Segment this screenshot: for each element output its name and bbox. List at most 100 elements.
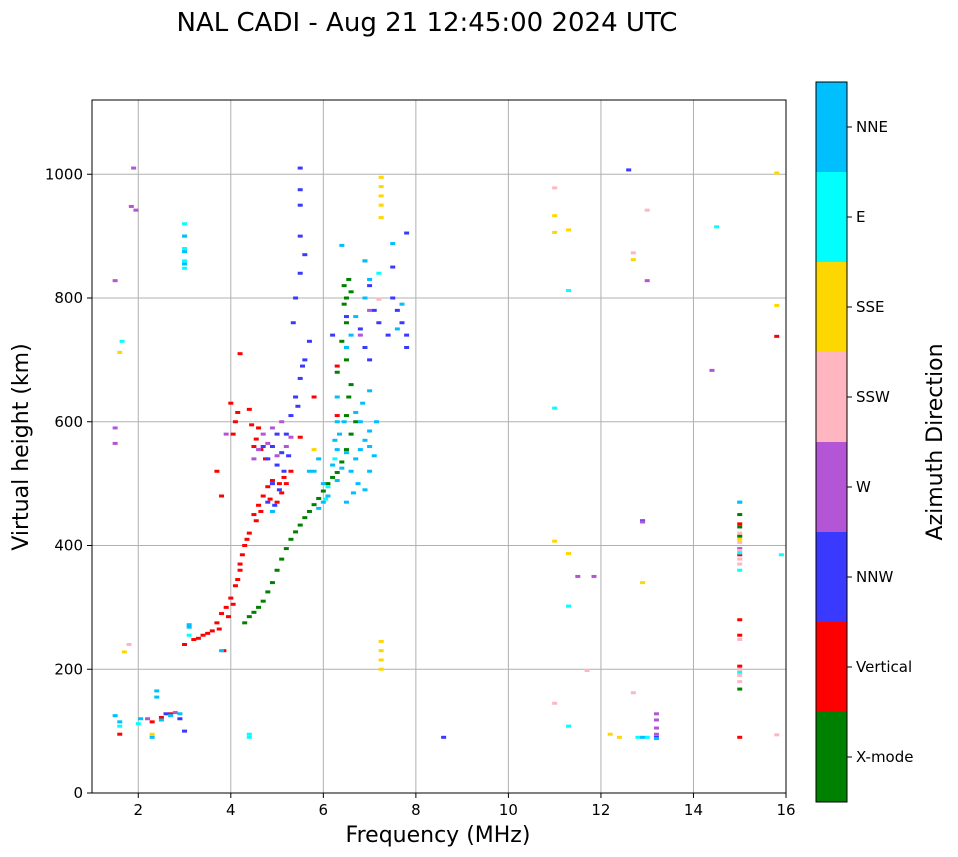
y-tick-label: 600 <box>54 413 83 431</box>
data-point <box>371 308 377 312</box>
data-point <box>371 454 377 458</box>
data-point <box>737 664 743 668</box>
data-point <box>281 469 287 473</box>
data-point <box>404 346 410 349</box>
data-point <box>228 596 234 600</box>
data-point <box>269 509 275 513</box>
x-tick-label: 10 <box>499 801 518 819</box>
data-point <box>367 389 373 393</box>
colorbar-label: NNE <box>856 118 888 136</box>
data-point <box>394 327 400 331</box>
data-point <box>339 339 345 343</box>
data-point <box>288 469 294 473</box>
data-point <box>737 522 743 526</box>
data-point <box>348 333 354 337</box>
data-point <box>228 401 234 405</box>
data-point <box>343 414 349 418</box>
data-point <box>376 321 382 325</box>
data-point <box>251 610 257 614</box>
data-point <box>135 722 141 726</box>
data-point <box>256 448 262 452</box>
data-point <box>320 489 326 493</box>
data-point <box>737 548 743 552</box>
data-point <box>394 308 400 312</box>
data-point <box>119 339 125 343</box>
data-point <box>182 266 188 270</box>
data-point <box>300 364 306 368</box>
data-point <box>182 234 188 238</box>
data-point <box>279 557 285 561</box>
data-point <box>339 243 345 247</box>
data-point <box>260 494 266 498</box>
data-point <box>367 308 373 312</box>
data-point <box>357 327 363 331</box>
data-point <box>591 574 597 578</box>
data-point <box>274 568 280 572</box>
data-point <box>168 714 174 718</box>
data-point <box>343 500 349 504</box>
data-point <box>237 352 243 356</box>
data-point <box>154 695 160 699</box>
data-point <box>242 621 248 625</box>
data-point <box>269 482 275 486</box>
data-point <box>182 250 188 254</box>
data-point <box>131 166 137 170</box>
data-point <box>237 562 243 566</box>
data-point <box>117 350 123 354</box>
data-point <box>341 284 347 288</box>
x-tick-label: 4 <box>226 801 236 819</box>
data-point <box>566 604 572 608</box>
data-point <box>378 658 384 662</box>
data-point <box>269 479 275 483</box>
data-point <box>332 438 338 442</box>
data-point <box>334 395 340 399</box>
data-point <box>117 724 123 728</box>
data-point <box>441 735 447 739</box>
data-point <box>311 448 317 452</box>
data-point <box>297 271 303 275</box>
data-point <box>348 469 354 473</box>
data-point <box>737 534 743 538</box>
y-tick-label: 800 <box>54 289 83 307</box>
data-point <box>311 395 317 399</box>
data-point <box>244 537 250 541</box>
data-point <box>330 475 336 479</box>
data-point <box>350 491 356 495</box>
data-point <box>316 496 322 500</box>
data-point <box>149 735 155 739</box>
data-point <box>269 426 275 430</box>
data-point <box>737 553 743 557</box>
data-point <box>737 735 743 739</box>
y-tick-label: 0 <box>73 784 83 802</box>
data-point <box>357 420 363 424</box>
data-point <box>332 457 338 461</box>
data-point <box>302 516 308 520</box>
data-point <box>552 230 558 234</box>
data-point <box>353 315 359 319</box>
data-point <box>251 445 257 448</box>
data-point <box>584 668 590 672</box>
data-point <box>339 460 345 464</box>
data-point <box>293 296 299 300</box>
data-point <box>297 234 303 238</box>
data-point <box>348 432 354 436</box>
data-point <box>279 420 285 424</box>
data-point <box>223 432 229 436</box>
data-point <box>774 303 780 307</box>
data-point <box>297 435 303 439</box>
data-point <box>362 296 368 300</box>
data-point <box>334 470 340 474</box>
data-point <box>182 247 188 250</box>
data-point <box>640 735 646 739</box>
data-point <box>311 503 317 507</box>
data-point <box>316 506 322 510</box>
data-point <box>552 539 558 543</box>
data-points <box>112 166 784 741</box>
y-tick-label: 400 <box>54 537 83 555</box>
colorbar-label: NNW <box>856 568 893 586</box>
data-point <box>297 166 303 170</box>
data-point <box>774 334 780 338</box>
data-point <box>281 475 287 479</box>
data-point <box>367 469 373 473</box>
data-point <box>362 259 368 263</box>
